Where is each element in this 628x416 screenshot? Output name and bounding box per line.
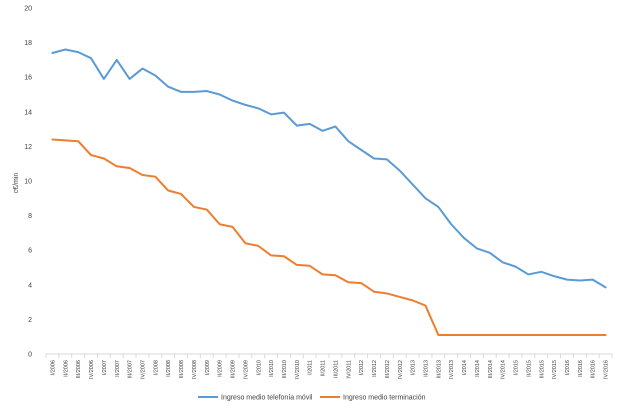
x-tick-label: III/2013 [436,360,442,378]
x-tick-label: I/2014 [462,360,468,375]
y-tick-label: 2 [28,317,32,324]
x-tick-label: I/2009 [205,360,211,375]
x-tick-label: III/2010 [282,360,288,378]
x-tick-label: II/2006 [63,360,69,377]
x-tick-label: III/2006 [76,360,82,378]
y-tick-label: 14 [24,109,32,116]
x-tick-label: I/2006 [50,360,56,375]
y-tick-label: 18 [24,40,32,47]
x-tick-label: III/2007 [128,360,134,378]
x-tick-label: II/2016 [578,360,584,377]
x-tick-label: III/2014 [488,360,494,378]
y-tick-label: 0 [28,352,32,359]
y-axis-label: c€/min [13,173,20,194]
x-tick-label: II/2009 [218,360,224,377]
legend-label-1: Ingreso medio telefonía móvil [221,395,313,402]
x-tick-label: I/2015 [514,360,520,375]
x-axis: I/2006 II/2006 III/2006 IV/2006 I/2007 II/200… [45,353,613,379]
x-tick-label: II/2013 [423,360,429,377]
x-tick-label: IV/2008 [192,360,198,379]
x-tick-label: IV/2010 [295,360,301,379]
x-tick-label: III/2011 [333,360,339,378]
x-tick-label: III/2012 [385,360,391,378]
x-tick-label: IV/2009 [243,360,249,379]
y-tick-label: 6 [28,248,32,255]
y-tick-label: 20 [24,6,32,13]
x-tick-label: III/2008 [179,360,185,378]
x-tick-label: III/2016 [591,360,597,378]
y-tick-label: 4 [28,282,32,289]
x-tick-label: II/2015 [526,360,532,377]
x-tick-label: III/2009 [231,360,237,378]
x-tick-label: II/2011 [321,360,327,376]
y-tick-label: 8 [28,213,32,220]
y-tick-label: 16 [24,75,32,82]
series-layer [51,48,607,336]
series-line-2 [51,138,607,336]
x-tick-label: I/2016 [565,360,571,375]
x-tick-label: IV/2014 [501,360,507,379]
x-tick-label: IV/2016 [604,360,610,379]
x-tick-label: IV/2006 [89,360,95,379]
x-tick-label: IV/2013 [449,360,455,379]
x-tick-label: II/2012 [372,360,378,377]
x-tick-label: I/2011 [308,360,314,375]
x-tick-label: III/2015 [539,360,545,378]
y-tick-label: 12 [24,144,32,151]
x-tick-label: II/2008 [166,360,172,377]
x-tick-label: IV/2015 [552,360,558,379]
legend-label-2: Ingreso medio terminación [343,395,426,402]
legend: Ingreso medio telefonía móvil Ingreso med… [198,395,426,402]
x-tick-label: I/2008 [153,360,159,375]
x-tick-label: I/2010 [256,360,262,375]
y-axis: 0 2 4 6 8 10 12 14 16 18 20 [24,6,32,359]
x-tick-label: I/2012 [359,360,365,375]
x-tick-label: IV/2011 [346,360,352,379]
x-tick-label: II/2007 [115,360,121,377]
x-tick-label: II/2014 [475,360,481,377]
y-tick-label: 10 [24,179,32,186]
x-tick-label: I/2007 [102,360,108,375]
series-line-1 [51,48,607,289]
x-tick-label: I/2013 [411,360,417,375]
x-tick-label: IV/2007 [140,360,146,379]
x-tick-label: IV/2012 [398,360,404,379]
x-tick-label: II/2010 [269,360,275,377]
